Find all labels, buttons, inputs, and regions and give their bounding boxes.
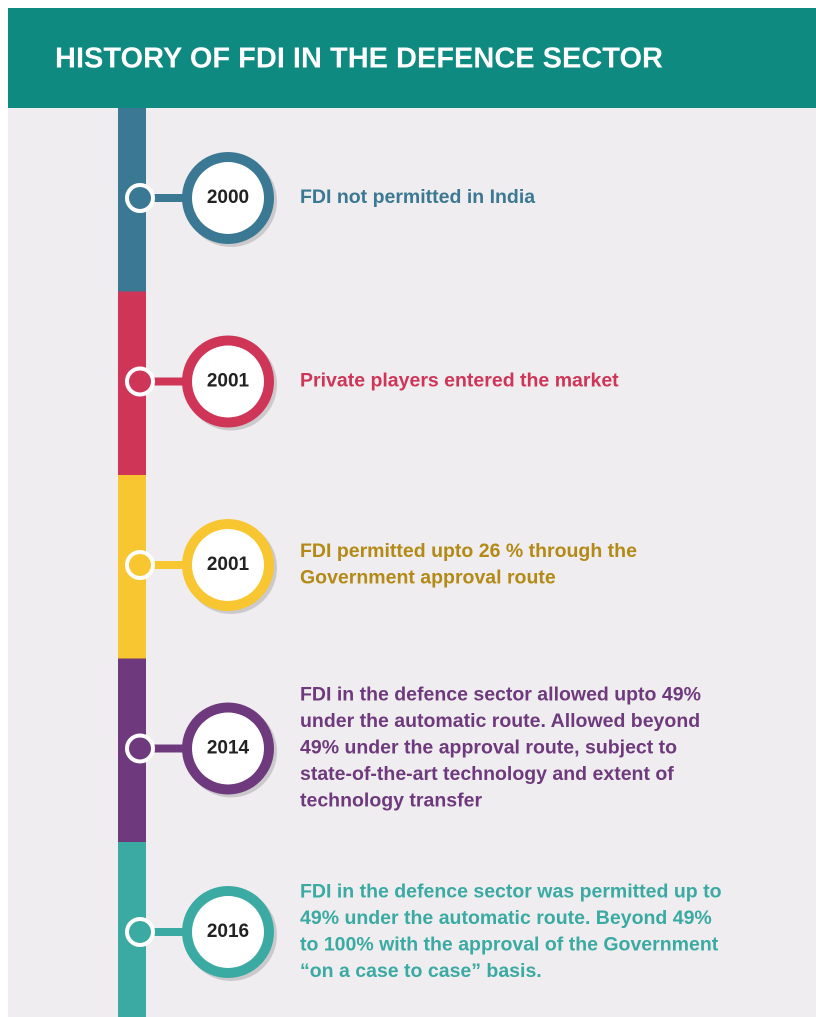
- year-label: 2016: [207, 921, 249, 942]
- event-text: under the automatic route. Allowed beyon…: [300, 710, 700, 732]
- year-label: 2000: [207, 187, 249, 208]
- event-text: 49% under the approval route, subject to: [300, 737, 677, 759]
- year-label: 2001: [207, 554, 250, 575]
- event-text: FDI in the defence sector was permitted …: [300, 880, 722, 902]
- event-text: to 100% with the approval of the Governm…: [300, 933, 719, 955]
- connector-dot: [125, 917, 155, 947]
- event-text: Government approval route: [300, 566, 556, 588]
- year-disc: [192, 712, 264, 785]
- event-text: FDI in the defence sector allowed upto 4…: [300, 684, 701, 706]
- year-disc: [192, 162, 264, 234]
- year-disc: [192, 896, 264, 968]
- connector-dot: [125, 366, 155, 397]
- connector-dot: [125, 550, 155, 580]
- year-label: 2014: [207, 738, 250, 759]
- event-text: FDI permitted upto 26 % through the: [300, 540, 637, 562]
- header-bar: [8, 8, 816, 108]
- year-label: 2001: [207, 371, 250, 392]
- connector-dot: [125, 733, 155, 764]
- event-text: Private players entered the market: [300, 370, 619, 392]
- header-title: HISTORY OF FDI IN THE DEFENCE SECTOR: [55, 43, 663, 75]
- event-text: 49% under the automatic route. Beyond 49…: [300, 907, 712, 929]
- event-text: “on a case to case” basis.: [300, 960, 542, 982]
- connector-dot: [125, 183, 155, 213]
- event-text: state-of-the-art technology and extent o…: [300, 763, 674, 785]
- year-disc: [192, 345, 264, 418]
- event-text: technology transfer: [300, 790, 482, 812]
- year-disc: [192, 529, 264, 601]
- event-text: FDI not permitted in India: [300, 186, 535, 208]
